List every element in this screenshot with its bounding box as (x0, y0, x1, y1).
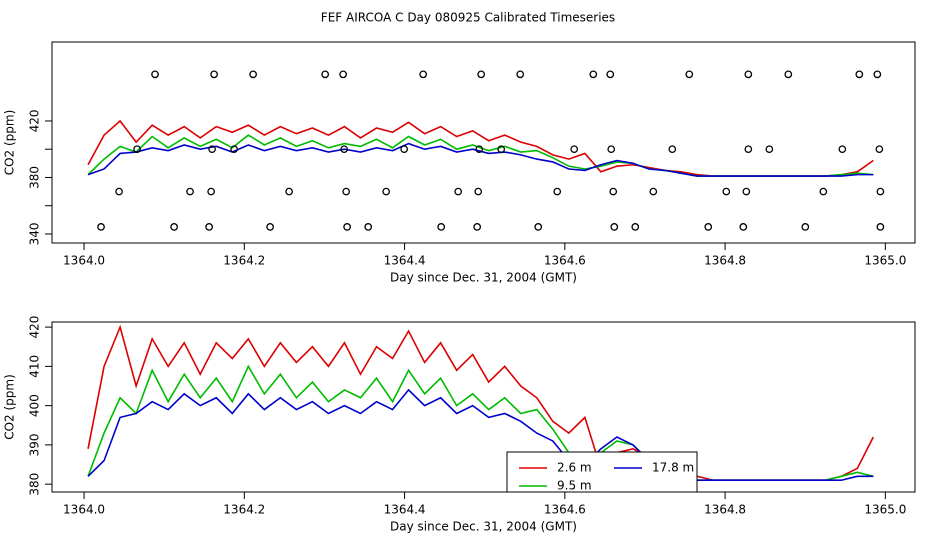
flag-marker (876, 223, 885, 231)
flag-marker (400, 145, 409, 154)
flag-marker (115, 187, 123, 196)
flag-marker (685, 70, 694, 79)
flag-marker (631, 223, 640, 231)
flag-marker (474, 187, 483, 196)
flag-marker (249, 70, 257, 79)
flag-marker (589, 70, 598, 79)
flag-marker (437, 223, 446, 231)
flag-marker (873, 70, 882, 79)
x-tick-label: 1364.0 (63, 254, 105, 268)
x-tick-label: 1364.2 (223, 254, 265, 268)
y-tick-label: 420 (28, 316, 42, 339)
x-tick-label: 1364.4 (384, 503, 426, 517)
flag-marker (704, 223, 713, 231)
flag-marker (875, 145, 884, 154)
flag-marker (207, 187, 215, 196)
flag-marker (342, 187, 351, 196)
x-tick-label: 1364.6 (544, 254, 586, 268)
plot-area: 2.6 m 9.5 m 17.8 m (87, 324, 875, 493)
legend-label: 17.8 m (652, 461, 694, 475)
flag-marker (230, 145, 238, 154)
flag-marker (668, 145, 677, 154)
flag-marker (151, 70, 159, 79)
flag-marker (876, 187, 885, 196)
flag-marker (419, 70, 428, 79)
flag-marker (186, 187, 194, 196)
flag-marker (553, 187, 562, 196)
legend-label: 9.5 m (557, 479, 592, 493)
y-axis-label: CO2 (ppm) (3, 374, 17, 440)
x-tick-label: 1364.2 (223, 503, 265, 517)
series-line (87, 364, 874, 482)
x-axis-label: Day since Dec. 31, 2004 (GMT) (390, 271, 577, 285)
flag-marker (722, 187, 731, 196)
flag-marker (607, 145, 616, 154)
legend-label: 2.6 m (557, 461, 592, 475)
flag-marker (208, 145, 216, 154)
x-tick-label: 1364.6 (544, 503, 586, 517)
flag-marker (570, 145, 579, 154)
flag-marker (534, 223, 543, 231)
flag-marker (801, 223, 810, 231)
flag-marker (475, 145, 484, 154)
plot-frame (51, 321, 916, 493)
y-tick-label: 400 (28, 394, 42, 417)
flag-marker (606, 70, 615, 79)
x-tick-label: 1364.4 (384, 254, 426, 268)
flag-marker (97, 223, 105, 231)
flag-marker (609, 187, 618, 196)
flag-marker (784, 70, 793, 79)
x-tick-label: 1364.0 (63, 503, 105, 517)
x-tick-label: 1365.0 (864, 503, 906, 517)
flag-marker (739, 223, 748, 231)
flag-marker (765, 145, 774, 154)
flag-marker (133, 145, 141, 154)
flag-marker (473, 223, 482, 231)
flag-marker (382, 187, 390, 196)
flag-marker (744, 70, 753, 79)
y-tick-label: 340 (28, 223, 42, 246)
flag-marker (339, 70, 347, 79)
flag-marker (477, 70, 486, 79)
x-tick-label: 1364.8 (704, 503, 746, 517)
flag-marker (321, 70, 330, 79)
series-line (87, 134, 874, 177)
flag-marker (819, 187, 828, 196)
flag-marker (210, 70, 218, 79)
x-tick-label: 1365.0 (864, 254, 906, 268)
plot-frame (51, 41, 916, 244)
x-tick-label: 1364.8 (704, 254, 746, 268)
flag-marker (205, 223, 213, 231)
series-line (87, 142, 874, 177)
flag-marker (838, 145, 847, 154)
flag-marker (454, 187, 463, 196)
y-tick-label: 380 (28, 166, 42, 189)
page-title: FEF AIRCOA C Day 080925 Calibrated Times… (321, 11, 615, 25)
flag-marker (266, 223, 274, 231)
flag-marker (516, 70, 525, 79)
flag-marker (364, 223, 373, 231)
flag-marker (170, 223, 178, 231)
flag-marker (742, 187, 751, 196)
series-line (87, 388, 874, 482)
flag-marker (497, 145, 506, 154)
y-tick-label: 410 (28, 355, 42, 378)
flag-marker (343, 223, 351, 231)
y-axis-label: CO2 (ppm) (3, 110, 17, 176)
y-tick-label: 380 (28, 473, 42, 496)
flag-marker (649, 187, 658, 196)
x-axis-label: Day since Dec. 31, 2004 (GMT) (390, 520, 577, 534)
y-tick-label: 390 (28, 433, 42, 456)
flag-marker (855, 70, 864, 79)
y-tick-label: 420 (28, 110, 42, 133)
flag-marker (610, 223, 619, 231)
plot-area (87, 70, 885, 231)
flag-marker (285, 187, 293, 196)
flag-marker (340, 145, 349, 154)
flag-marker (744, 145, 753, 154)
